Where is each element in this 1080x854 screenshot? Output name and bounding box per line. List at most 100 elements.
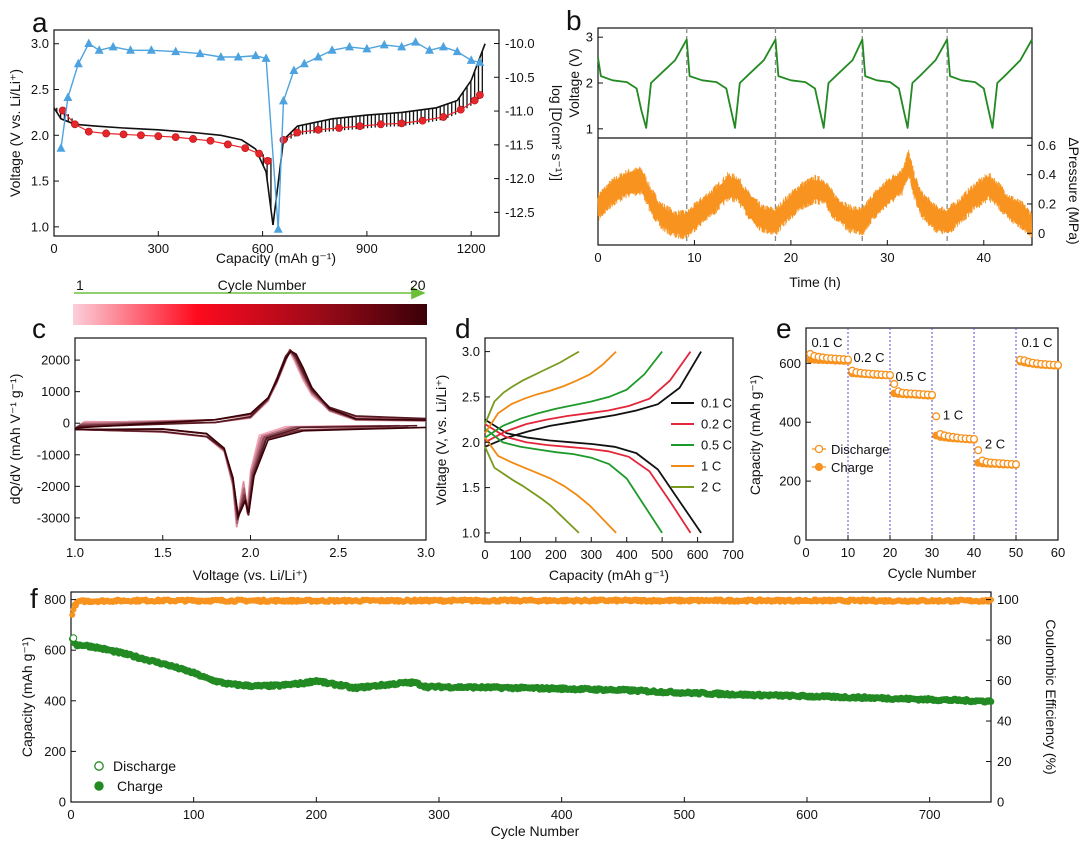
- discharge-point: [1011, 460, 1021, 469]
- voltage-point: [418, 116, 427, 125]
- panel-d-xtick-label: 400: [616, 547, 638, 562]
- panel-b-top-ytick-label: 3: [586, 30, 593, 45]
- panel-f-xtick-label: 500: [673, 807, 695, 822]
- panel-c-xtick-label: 2.0: [241, 545, 259, 560]
- ce-point: [69, 611, 76, 618]
- colorbar-title: Cycle Number: [218, 277, 307, 293]
- voltage-point: [335, 124, 343, 132]
- panel-b-frame: [597, 27, 1033, 246]
- voltage-point: [376, 120, 385, 129]
- diffusion-point: [273, 224, 283, 233]
- rate-discharge-curve: [484, 423, 692, 534]
- discharge-point: [843, 355, 853, 364]
- panel-a-left-ytick-label: 1.0: [31, 219, 49, 234]
- legend-label: 2 C: [701, 480, 721, 495]
- diffusion-point: [195, 48, 205, 58]
- panel-e-xtick-label: 50: [1009, 545, 1023, 560]
- rate-label: 1 C: [943, 407, 963, 422]
- rate-discharge-curve: [484, 418, 702, 534]
- panel-c-xtick-label: 3.0: [417, 545, 435, 560]
- panel-a-ylabel-right: log [D(cm² s⁻¹)]: [549, 85, 565, 181]
- diffusion-point: [362, 43, 372, 53]
- panel-a-right-ytick-label: -12.5: [505, 205, 535, 220]
- discharge-point: [932, 412, 941, 421]
- panel-d-frame: [484, 337, 734, 543]
- panel-a-right-ytick-label: -11.0: [505, 104, 534, 119]
- panel-c-xtick-label: 1.5: [154, 545, 172, 560]
- diffusion-point: [125, 45, 135, 54]
- diffusion-point: [251, 50, 261, 60]
- diffusion-point: [424, 45, 434, 54]
- panel-d-xtick-label: 500: [651, 547, 673, 562]
- diffusion-point: [56, 143, 66, 152]
- panel-e-ytick-label: 0: [794, 533, 801, 548]
- voltage-point: [189, 135, 197, 143]
- rate-charge-curve: [484, 350, 580, 425]
- panel-letter-a: a: [32, 7, 48, 38]
- panel-d-ytick-label: 2.5: [462, 389, 480, 404]
- voltage-point: [119, 130, 128, 139]
- chart-panel-a: 0 300 600 900 1200 1.0 1.5 2.0 2.5 3.0 -10.0 -10.5 -…: [7, 29, 565, 266]
- rate-discharge-curve: [484, 446, 580, 534]
- panel-a-left-ytick-label: 2.5: [31, 82, 49, 97]
- panel-e-ylabel: Capacity (mAh g⁻¹): [747, 375, 763, 495]
- dqdv-curve: [76, 349, 427, 428]
- panel-b-xtick-label: 40: [977, 250, 991, 265]
- panel-f-xtick-label: 0: [67, 807, 74, 822]
- dqdv-curve: [74, 424, 365, 527]
- gitt-curve: [53, 107, 274, 226]
- panel-b-xlabel: Time (h): [789, 274, 841, 290]
- discharge-point: [890, 379, 899, 388]
- panel-a-xtick-label: 0: [50, 241, 57, 256]
- voltage-trace: [597, 38, 1033, 129]
- panel-f-right-ytick-label: 40: [997, 714, 1011, 729]
- panel-f-xtick-label: 300: [428, 807, 450, 822]
- voltage-point: [154, 132, 163, 141]
- panel-d-ytick-label: 1.0: [462, 525, 480, 540]
- voltage-point: [102, 129, 111, 138]
- panel-c-frame: [74, 337, 427, 541]
- panel-f-xtick-label: 700: [919, 807, 941, 822]
- panel-c-xlabel: Voltage (vs. Li/Li⁺): [193, 567, 308, 583]
- panel-f-ylabel-right: Coulombic Efficiency (%): [1043, 619, 1059, 774]
- voltage-line: [62, 110, 269, 162]
- pressure-trace: [597, 149, 1033, 240]
- rate-label: 0.1 C: [1021, 335, 1052, 350]
- panel-d-ytick-label: 3.0: [462, 344, 480, 359]
- rate-discharge-curve: [484, 437, 617, 534]
- diffusion-point: [171, 46, 181, 56]
- panel-f-left-ytick-label: 200: [44, 744, 66, 759]
- panel-d-xtick-label: 0: [481, 547, 488, 562]
- panel-d-ytick-label: 2.0: [462, 435, 480, 450]
- rate-discharge-curve: [484, 427, 663, 534]
- panel-b-ylabel-top: Voltage (V): [566, 48, 582, 117]
- panel-b-xtick-label: 30: [880, 250, 894, 265]
- panel-b-ylabel-bottom: ΔPressure (MPa): [1066, 137, 1080, 244]
- panel-f-xtick-label: 600: [796, 807, 818, 822]
- panel-f-xtick-label: 200: [305, 807, 327, 822]
- panel-e-ytick-label: 600: [779, 356, 801, 371]
- colorbar-min-label: 1: [76, 277, 84, 293]
- diffusion-point: [313, 52, 323, 61]
- panel-d-xtick-label: 600: [687, 547, 709, 562]
- rate-charge-curve: [484, 350, 617, 434]
- voltage-point: [137, 131, 145, 140]
- diffusion-point: [345, 41, 355, 51]
- panel-b-top-ytick-label: 2: [586, 76, 593, 91]
- legend-discharge-label: Discharge: [113, 758, 176, 774]
- panel-c-ytick-label: 0: [63, 416, 70, 431]
- voltage-point: [255, 149, 264, 158]
- panel-b-bottom-ytick-label: 0.2: [1038, 196, 1056, 211]
- voltage-point: [171, 133, 180, 142]
- panel-f-left-ytick-label: 400: [44, 693, 66, 708]
- voltage-point: [314, 125, 323, 134]
- panel-c-ytick-label: 2000: [41, 353, 70, 368]
- diffusion-point: [63, 92, 73, 102]
- legend-label: 0.5 C: [701, 438, 732, 453]
- panel-letter-b: b: [566, 5, 582, 36]
- chart-panel-e: 0.1 C 0.2 C 0.5 C 1 C 2 C 0.1 C 0 10 20 30 40 50 60…: [747, 327, 1065, 581]
- diffusion-point: [146, 45, 156, 54]
- discharge-point: [974, 446, 983, 455]
- panel-d-ylabel: Voltage (V, vs. Li/Li⁺): [433, 375, 449, 506]
